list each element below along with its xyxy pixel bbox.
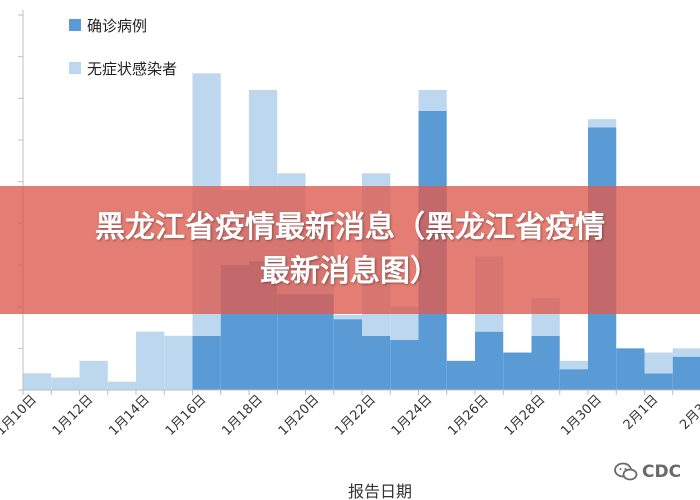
- x-axis-title: 报告日期: [348, 482, 412, 500]
- x-tick-label: 2月1日: [621, 392, 662, 433]
- bar-asymptomatic: [333, 315, 362, 320]
- bar-confirmed: [672, 356, 700, 390]
- bar-confirmed: [192, 335, 221, 390]
- x-tick-label: 1月14日: [106, 392, 153, 439]
- watermark-text: CDC: [642, 462, 682, 482]
- bar-confirmed: [390, 340, 419, 390]
- source-watermark: CDC: [614, 462, 681, 482]
- bar-confirmed: [559, 369, 588, 390]
- title-banner: 黑龙江省疫情最新消息（黑龙江省疫情 最新消息图）: [0, 186, 700, 314]
- x-tick-label: 1月20日: [276, 392, 323, 439]
- x-tick-label: 1月12日: [50, 392, 97, 439]
- x-tick-label: 1月18日: [219, 392, 266, 439]
- bar-asymptomatic: [644, 352, 673, 374]
- bar-confirmed: [644, 373, 673, 390]
- bar-asymptomatic: [559, 360, 588, 370]
- banner-title-line-1: 黑龙江省疫情最新消息（黑龙江省疫情: [95, 210, 605, 245]
- legend-label-confirmed: 确诊病例: [87, 17, 147, 35]
- bar-confirmed: [446, 360, 475, 390]
- bar-asymptomatic: [23, 373, 52, 390]
- bar-asymptomatic: [51, 377, 80, 390]
- x-tick-label: 1月30日: [558, 392, 605, 439]
- x-tick-label: 1月24日: [389, 392, 436, 439]
- x-tick-label: 1月28日: [502, 392, 549, 439]
- bar-confirmed: [616, 348, 645, 390]
- bar-asymptomatic: [672, 348, 700, 357]
- x-tick-label: 1月26日: [445, 392, 492, 439]
- legend-label-asymptomatic: 无症状感染者: [87, 60, 177, 78]
- bar-asymptomatic: [107, 381, 136, 390]
- wechat-icon: [614, 462, 638, 481]
- x-tick-label: 1月22日: [332, 392, 379, 439]
- banner-title-line-2: 最新消息图）: [260, 254, 440, 289]
- bar-asymptomatic: [136, 331, 165, 390]
- bar-confirmed: [531, 335, 560, 390]
- bar-asymptomatic: [79, 360, 108, 390]
- legend: 确诊病例 无症状感染者: [69, 17, 177, 78]
- x-tick-label: 1月10日: [0, 392, 40, 439]
- bar-confirmed: [362, 335, 391, 390]
- x-tick-label: 1月16日: [163, 392, 210, 439]
- bar-asymptomatic: [418, 90, 447, 111]
- bar-confirmed: [503, 352, 532, 390]
- legend-swatch-confirmed: [69, 19, 81, 31]
- bar-asymptomatic: [164, 335, 193, 390]
- legend-swatch-asymptomatic: [69, 62, 81, 74]
- bar-confirmed: [333, 319, 362, 390]
- bar-confirmed: [475, 331, 504, 390]
- bar-asymptomatic: [588, 119, 617, 128]
- x-tick-label: 2月3日: [677, 392, 700, 433]
